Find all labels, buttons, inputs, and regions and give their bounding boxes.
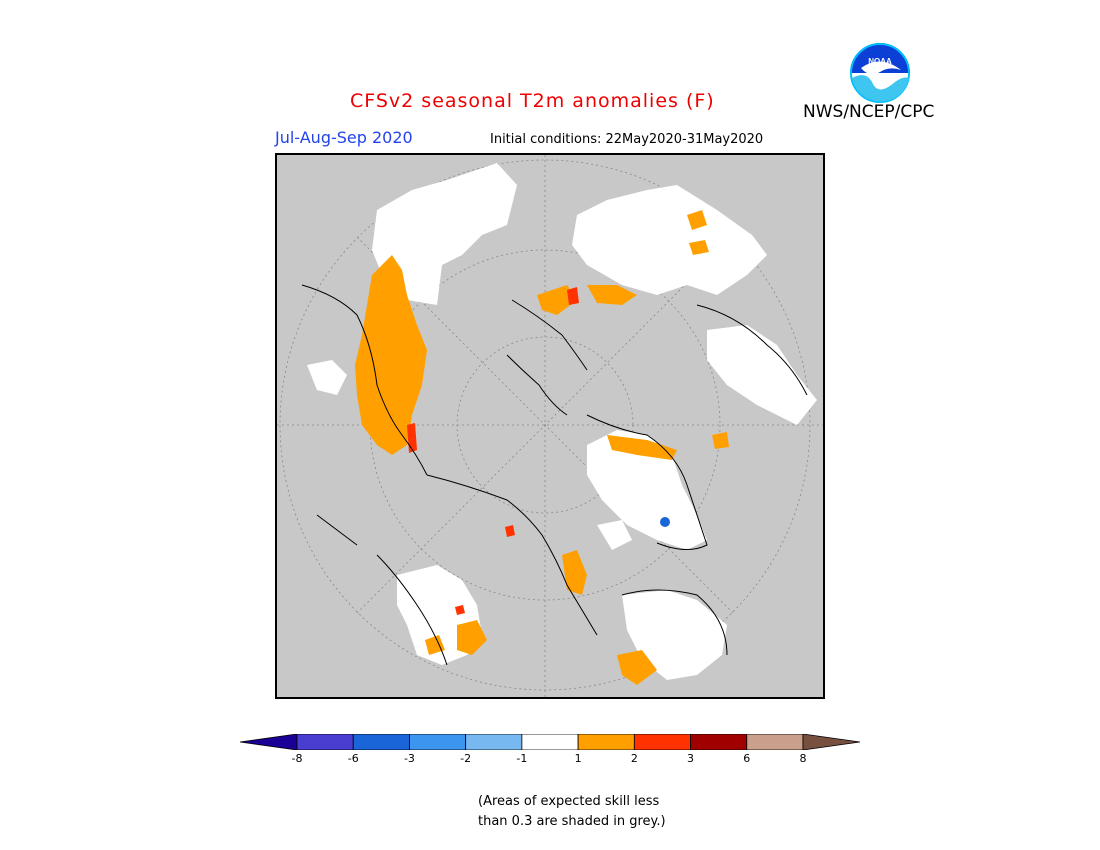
legend-swatch (352, 734, 410, 750)
legend-swatch (465, 734, 523, 750)
cold-anomaly-spot (660, 517, 670, 527)
legend-tick-label: -2 (460, 752, 472, 765)
legend-swatch (690, 734, 748, 750)
legend-tick-label: -8 (291, 752, 303, 765)
legend-tick-label: 2 (630, 752, 638, 765)
legend-swatch (577, 734, 635, 750)
legend-ticks: -8 -6 -3 -2 -1 1 2 3 6 8 (240, 752, 860, 766)
legend-tick-label: 6 (743, 752, 751, 765)
legend-swatch (409, 734, 467, 750)
legend-tick-label: 1 (574, 752, 582, 765)
legend-tick-label: -6 (347, 752, 359, 765)
noaa-logo-text: NOAA (868, 57, 892, 66)
strong-warm-anomaly-spots (407, 287, 579, 615)
initial-conditions: Initial conditions: 22May2020-31May2020 (490, 132, 764, 147)
legend-tick-label: -3 (403, 752, 415, 765)
legend-swatch (296, 734, 354, 750)
graticule (277, 155, 823, 697)
legend-swatch (633, 734, 691, 750)
legend-swatch-below-min (240, 734, 298, 750)
warm-anomaly-regions (355, 210, 729, 685)
agency-label: NWS/NCEP/CPC (803, 102, 935, 122)
map-title: CFSv2 seasonal T2m anomalies (F) (350, 90, 715, 112)
skill-note: (Areas of expected skill less than 0.3 a… (478, 794, 666, 829)
noaa-logo: NOAA (849, 42, 911, 104)
coastlines (301, 284, 808, 666)
color-legend (240, 734, 860, 750)
polar-map-canvas (277, 155, 823, 697)
legend-tick-label: 3 (687, 752, 695, 765)
polar-map (275, 153, 825, 699)
forecast-period: Jul-Aug-Sep 2020 (275, 128, 413, 147)
legend-tick-label: -1 (516, 752, 528, 765)
legend-swatch-above-max (802, 734, 860, 750)
legend-tick-label: 8 (799, 752, 807, 765)
legend-swatch (746, 734, 804, 750)
legend-swatch (521, 734, 579, 750)
